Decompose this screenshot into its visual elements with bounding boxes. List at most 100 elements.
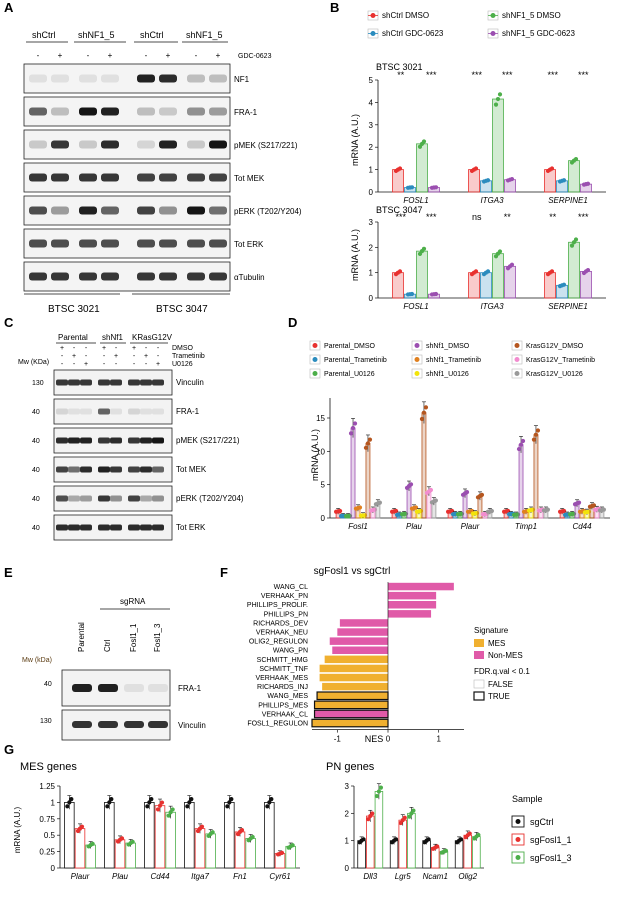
- nes-bar: [388, 582, 454, 591]
- c-band: [80, 495, 92, 502]
- data-point: [147, 800, 152, 805]
- c-band: [68, 437, 80, 444]
- data-point: [497, 249, 503, 254]
- significance-label: ***: [578, 212, 589, 222]
- c-sign: -: [85, 353, 88, 360]
- x-tick-label: Fosl1: [348, 522, 368, 531]
- significance-label: ***: [548, 70, 559, 80]
- g-legend-label: sgFosl1_1: [530, 835, 572, 845]
- significance-label: ***: [472, 70, 483, 80]
- a-band: [137, 173, 155, 182]
- data-point: [516, 446, 522, 452]
- c-sign: -: [157, 345, 160, 352]
- y-tick-label: 0.25: [39, 848, 55, 857]
- d-legend-dot: [312, 357, 318, 362]
- c-band: [80, 408, 92, 415]
- a-band: [79, 140, 97, 149]
- x-tick-label: -1: [334, 735, 342, 744]
- data-point: [467, 831, 472, 836]
- a-blot-label: pERK (T202/Y204): [234, 207, 302, 216]
- c-band: [152, 437, 164, 444]
- data-point: [265, 804, 270, 809]
- y-tick-label: 0: [321, 514, 326, 523]
- e-mw-label: Mw (kDa): [22, 657, 52, 664]
- data-point: [505, 508, 511, 514]
- f-category-label: SCHMITT_TNF: [259, 666, 308, 673]
- b-legend-label: shNF1_5 DMSO: [502, 11, 561, 20]
- y-tick-label: 5: [321, 481, 326, 490]
- c-band: [68, 379, 80, 386]
- data-point: [290, 843, 295, 848]
- c-band: [140, 379, 152, 386]
- data-point: [227, 800, 232, 805]
- data-point: [407, 814, 412, 819]
- a-treatment-label: GDC-0623: [238, 53, 272, 60]
- c-sign: +: [102, 345, 106, 352]
- nes-bar: [311, 718, 389, 728]
- f-legend-nonmes: Non-MES: [488, 651, 523, 660]
- e-band-fra1: [124, 684, 144, 692]
- c-band: [68, 524, 80, 531]
- g-legend-label: sgCtrl: [530, 817, 554, 827]
- f-xlabel: NES: [365, 734, 384, 744]
- y-tick-label: 4: [369, 98, 374, 107]
- data-point: [531, 437, 537, 442]
- c-sign: -: [157, 353, 160, 360]
- c-band: [140, 408, 152, 415]
- e-band-fra1: [148, 684, 168, 692]
- bar: [154, 805, 166, 869]
- d-legend-label: KrasG12V_Trametinib: [526, 357, 595, 364]
- bar: [472, 836, 481, 869]
- c-band: [68, 495, 80, 502]
- significance-label: ***: [426, 212, 437, 222]
- x-tick-label: Plaur: [461, 522, 480, 531]
- c-mw-label: Mw (KDa): [18, 359, 49, 366]
- a-band: [159, 239, 177, 248]
- y-tick-label: 2: [345, 809, 350, 818]
- f-legend-false: FALSE: [488, 680, 513, 689]
- a-band: [137, 140, 155, 149]
- nes-bar: [316, 691, 389, 701]
- bar: [64, 802, 75, 869]
- d-legend-label: Parental_U0126: [324, 371, 375, 378]
- significance-label: ***: [396, 212, 407, 222]
- c-mw-value: 40: [32, 467, 40, 474]
- a-blot-rows: NF1 FRA-1 pMEK (S217/221) Tot MEK pERK (T202…: [23, 63, 302, 292]
- a-band: [137, 107, 155, 116]
- a-band: [187, 239, 205, 248]
- data-point: [149, 797, 154, 802]
- a-blot-label: Tot MEK: [234, 174, 265, 183]
- d-legend-label: shNf1_Trametinib: [426, 357, 481, 364]
- c-sign: -: [61, 361, 64, 368]
- a-band: [209, 239, 227, 248]
- c-band: [128, 379, 140, 386]
- data-point: [210, 830, 215, 835]
- a-band: [79, 173, 97, 182]
- data-point: [576, 500, 582, 505]
- bar: [407, 812, 416, 869]
- data-point: [426, 837, 431, 842]
- a-band: [159, 107, 177, 116]
- data-point: [449, 508, 455, 514]
- panel-letter-c: C: [4, 315, 14, 330]
- bar: [463, 834, 472, 869]
- x-tick-label: Lgr5: [395, 872, 412, 881]
- d-legend-dot: [414, 343, 420, 348]
- c-band: [98, 524, 110, 531]
- f-legend-true-swatch: [473, 691, 485, 701]
- g-legend-title: Sample: [512, 794, 543, 804]
- a-group-label-4: shNF1_5: [186, 30, 223, 40]
- f-category-label: WANG_MES: [267, 693, 308, 700]
- f-title: sgFosl1 vs sgCtrl: [314, 566, 391, 577]
- f-category-label: PHILLIPS_MES: [258, 702, 308, 709]
- panel-d-legend: Parental_DMSO Parental_Trametinib Parental…: [309, 340, 595, 379]
- data-point: [337, 508, 343, 514]
- y-tick-label: 1: [369, 166, 374, 175]
- x-tick-label: Plau: [112, 872, 129, 881]
- e-lane-parental: Parental: [77, 622, 86, 652]
- c-band: [110, 379, 122, 386]
- a-sign: -: [145, 51, 148, 60]
- c-band: [140, 466, 152, 473]
- data-point: [549, 269, 555, 274]
- g-legend-dot: [515, 819, 521, 824]
